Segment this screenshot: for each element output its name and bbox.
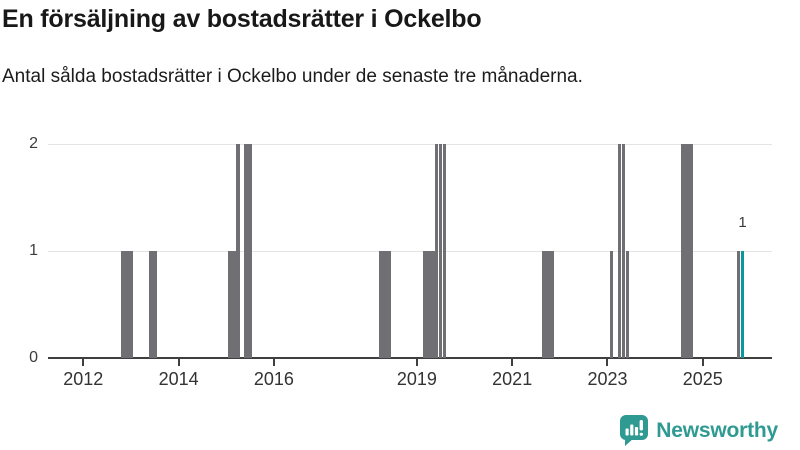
x-axis-tick [82, 359, 85, 366]
bar [438, 144, 443, 358]
bar [149, 251, 153, 358]
bar [423, 251, 427, 358]
y-axis-tick-label: 1 [29, 242, 38, 259]
gridline [48, 144, 772, 145]
bar [689, 144, 693, 358]
bar [153, 251, 157, 358]
x-axis-tick [177, 359, 180, 366]
x-axis-tick [272, 359, 275, 366]
bar [244, 144, 248, 358]
x-axis-tick-label: 2019 [396, 369, 437, 389]
bar [685, 144, 689, 358]
newsworthy-logo: Newsworthy [619, 414, 778, 447]
bar [427, 251, 431, 358]
bar [387, 251, 391, 358]
bar [546, 251, 550, 358]
chart-subtitle: Antal sålda bostadsrätter i Ockelbo unde… [2, 66, 583, 87]
x-axis-tick [606, 359, 609, 366]
bar [617, 144, 622, 358]
bar [228, 251, 232, 358]
x-axis-tick [701, 359, 704, 366]
bar [125, 251, 129, 358]
x-axis-tick-label: 2012 [63, 369, 104, 389]
bar-value-label: 1 [738, 214, 747, 231]
y-axis-tick-label: 2 [29, 135, 38, 152]
bar [383, 251, 387, 358]
newsworthy-chart-bubble-icon [619, 414, 649, 447]
bar [681, 144, 685, 358]
page-title: En försäljning av bostadsrätter i Ockelb… [2, 5, 482, 33]
bar [236, 144, 240, 358]
bar [550, 251, 554, 358]
x-axis-tick-label: 2023 [587, 369, 628, 389]
bar [621, 144, 626, 358]
x-axis-tick-label: 2016 [253, 369, 294, 389]
x-axis-tick-label: 2021 [492, 369, 533, 389]
bar [431, 251, 435, 358]
x-axis-tick-label: 2014 [158, 369, 199, 389]
newsworthy-wordmark: Newsworthy [656, 418, 778, 442]
x-axis-tick [415, 359, 418, 366]
bar [442, 144, 447, 358]
bar [625, 251, 630, 358]
x-axis-tick-label: 2025 [682, 369, 723, 389]
bar [542, 251, 546, 358]
y-axis-tick-label: 0 [29, 349, 38, 366]
bar [248, 144, 252, 358]
x-axis-line [48, 357, 772, 359]
bar [129, 251, 133, 358]
bar [736, 251, 741, 358]
bar [232, 251, 236, 358]
bar [434, 144, 439, 358]
bar [379, 251, 383, 358]
gridline [48, 251, 772, 252]
bar [121, 251, 125, 358]
bar [609, 251, 614, 358]
highlighted-bar [740, 251, 745, 358]
x-axis-tick [511, 359, 514, 366]
